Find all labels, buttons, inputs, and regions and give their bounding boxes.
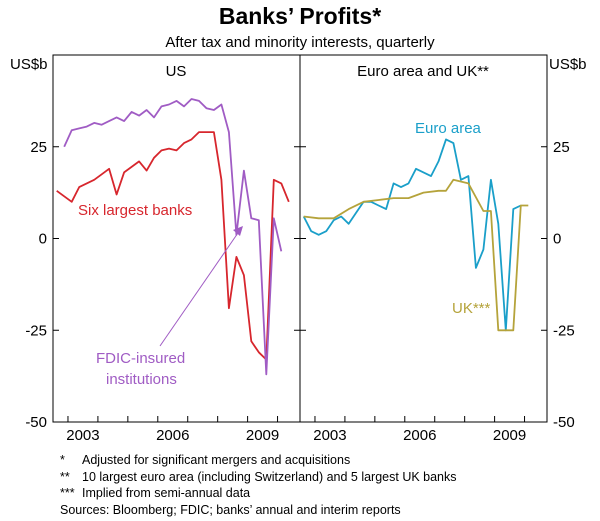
fdic-arrow-head bbox=[233, 226, 243, 236]
series-line-fdic-insured-institutions bbox=[63, 98, 283, 376]
footnote: *** Implied from semi-annual data bbox=[60, 485, 457, 502]
y-tick-label-left: 25 bbox=[30, 139, 47, 156]
y-tick-label-right: -50 bbox=[553, 414, 575, 431]
footnote-mark: * bbox=[60, 453, 65, 467]
chart-title: Banks’ Profits* bbox=[219, 3, 381, 29]
footnote: ** 10 largest euro area (including Switze… bbox=[60, 469, 457, 486]
x-tick-label: 2009 bbox=[493, 427, 526, 444]
label-uk: UK*** bbox=[452, 300, 491, 317]
x-tick-label: 2003 bbox=[66, 427, 99, 444]
y-axis-unit-left: US$b bbox=[10, 56, 48, 73]
fdic-pointer-arrow bbox=[159, 229, 241, 347]
footnote: * Adjusted for significant mergers and ac… bbox=[60, 452, 457, 469]
x-tick-label: 2006 bbox=[156, 427, 189, 444]
chart: Banks’ Profits* After tax and minority i… bbox=[10, 3, 587, 444]
y-axis-unit-right: US$b bbox=[549, 56, 587, 73]
y-tick-label-right: -25 bbox=[553, 322, 575, 339]
y-tick-label-left: -50 bbox=[25, 414, 47, 431]
x-tick-label: 2003 bbox=[313, 427, 346, 444]
label-fdic-line2: institutions bbox=[106, 371, 177, 388]
panel-title-us: US bbox=[166, 63, 187, 80]
footnote-text: Adjusted for significant mergers and acq… bbox=[82, 453, 351, 467]
footnote-mark: ** bbox=[60, 469, 70, 484]
chart-subtitle: After tax and minority interests, quarte… bbox=[165, 34, 435, 51]
series-line-uk bbox=[303, 178, 529, 332]
footnote-text: 10 largest euro area (including Switzerl… bbox=[82, 469, 457, 484]
x-tick-label: 2009 bbox=[246, 427, 279, 444]
series-line-euro-area bbox=[302, 138, 522, 332]
footnote-text: Implied from semi-annual data bbox=[82, 486, 251, 500]
y-tick-label-left: -25 bbox=[25, 322, 47, 339]
label-six-largest-banks: Six largest banks bbox=[78, 202, 192, 219]
series-line-six-largest-banks bbox=[56, 131, 290, 361]
y-tick-label-left: 0 bbox=[39, 231, 47, 248]
y-tick-label-right: 25 bbox=[553, 139, 570, 156]
footnotes: * Adjusted for significant mergers and ac… bbox=[60, 452, 457, 518]
label-fdic-line1: FDIC-insured bbox=[96, 350, 185, 367]
x-tick-label: 2006 bbox=[403, 427, 436, 444]
footnote-mark: *** bbox=[60, 486, 75, 500]
sources-line: Sources: Bloomberg; FDIC; banks’ annual … bbox=[60, 502, 401, 517]
panel-title-euro: Euro area and UK** bbox=[357, 63, 489, 80]
y-tick-label-right: 0 bbox=[553, 231, 561, 248]
label-euro-area: Euro area bbox=[415, 120, 482, 137]
